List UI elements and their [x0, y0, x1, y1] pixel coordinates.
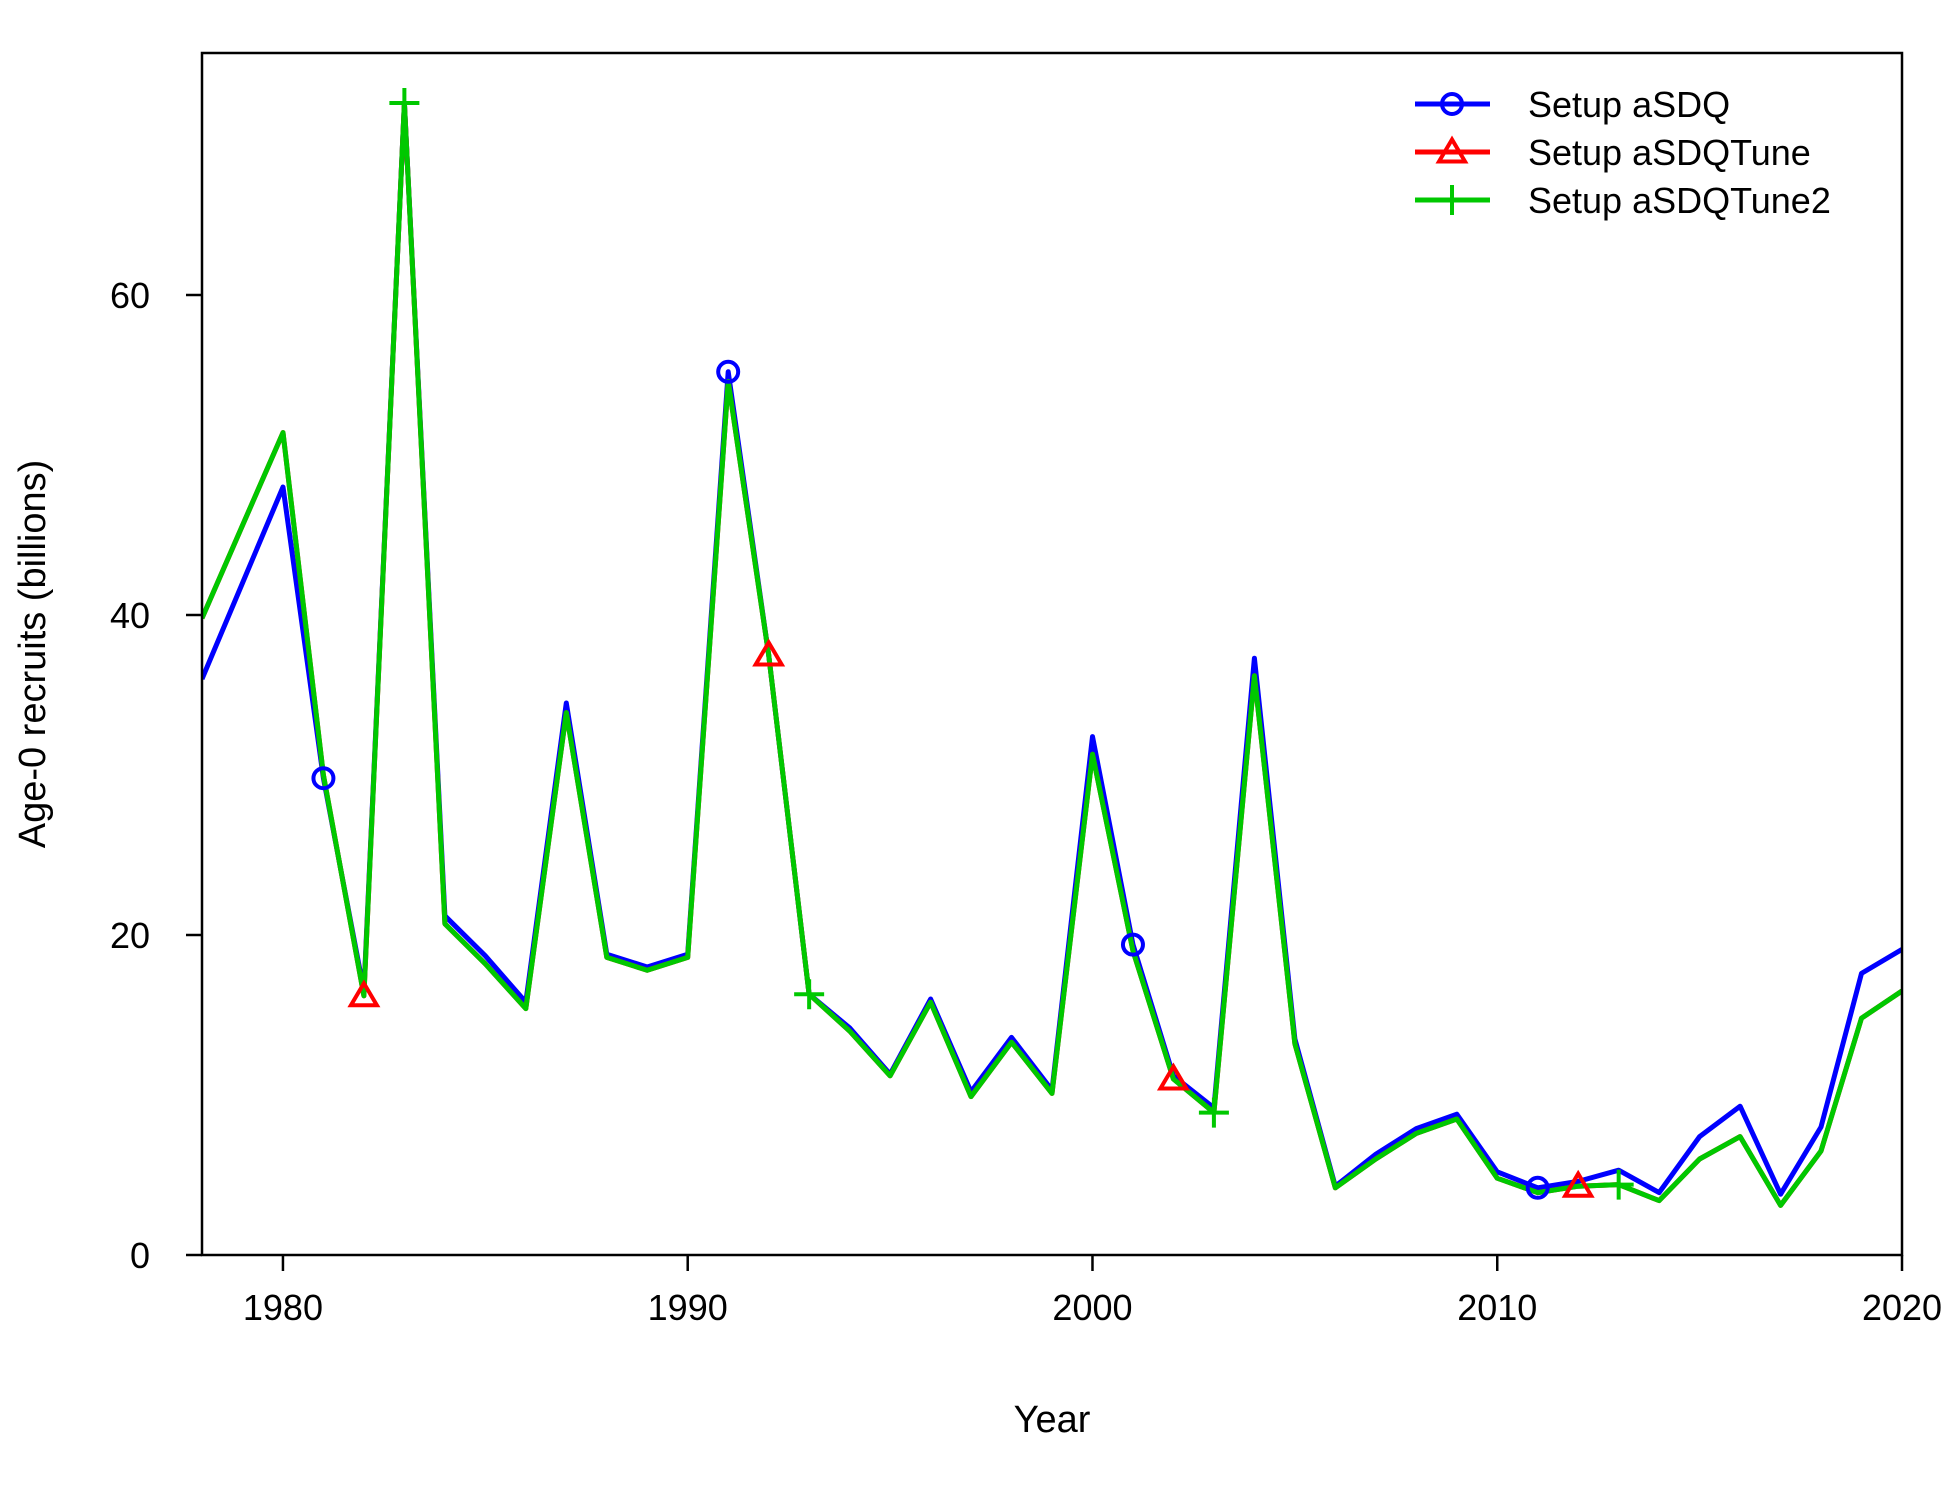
series-2: [202, 100, 1902, 1208]
data-point-marker: [1603, 1169, 1634, 1200]
x-axis: 1980 1990 2000 2010 2020: [243, 1255, 1942, 1328]
data-point-marker: [311, 766, 336, 791]
y-axis: 0 20 40 60: [110, 275, 202, 1276]
legend-label: Setup aSDQTune: [1528, 132, 1811, 173]
data-point-marker: [716, 359, 741, 384]
y-tick-label: 40: [110, 595, 150, 636]
data-point-marker: [1198, 1097, 1229, 1128]
legend-item-1: Setup aSDQ: [1415, 84, 1730, 125]
x-tick-label: 1980: [243, 1287, 323, 1328]
series-line-1: [202, 100, 1902, 1197]
legend-item-3: Setup aSDQTune2: [1415, 180, 1831, 221]
legend-label: Setup aSDQTune2: [1528, 180, 1831, 221]
data-point-marker: [389, 88, 420, 118]
series-1: [202, 100, 1902, 1197]
x-tick-label: 1990: [648, 1287, 728, 1328]
data-point-marker: [1156, 1062, 1190, 1091]
legend-swatch-marker: [1437, 185, 1467, 215]
data-point-marker: [752, 638, 786, 667]
series-layer: [202, 88, 1902, 1208]
legend-item-2: Setup aSDQTune: [1415, 132, 1811, 173]
x-tick-label: 2010: [1457, 1287, 1537, 1328]
data-point-marker: [1120, 932, 1145, 957]
series-line-3: [202, 100, 1902, 1208]
y-tick-label: 60: [110, 275, 150, 316]
y-tick-label: 0: [130, 1235, 150, 1276]
x-tick-label: 2000: [1052, 1287, 1132, 1328]
plot-frame: [200, 51, 1904, 1257]
legend-label: Setup aSDQ: [1528, 84, 1730, 125]
series-markers-3: [389, 88, 1634, 1200]
data-point-marker: [1561, 1169, 1595, 1198]
data-point-marker: [1525, 1175, 1550, 1200]
y-axis-title: Age-0 recruits (billions): [12, 460, 54, 849]
legend: Setup aSDQ Setup aSDQTune Setup aSDQTune2: [1415, 84, 1831, 221]
data-point-marker: [347, 979, 381, 1008]
series-markers-1: [311, 359, 1550, 1200]
x-axis-title: Year: [1014, 1399, 1091, 1441]
data-point-marker: [794, 979, 825, 1010]
series-3: [202, 100, 1902, 1208]
legend-swatch-marker: [1435, 135, 1469, 164]
x-tick-label: 2020: [1862, 1287, 1942, 1328]
series-markers-2: [347, 638, 1595, 1198]
legend-swatch-marker: [1440, 92, 1464, 116]
series-line-2: [202, 100, 1902, 1208]
y-tick-label: 20: [110, 915, 150, 956]
